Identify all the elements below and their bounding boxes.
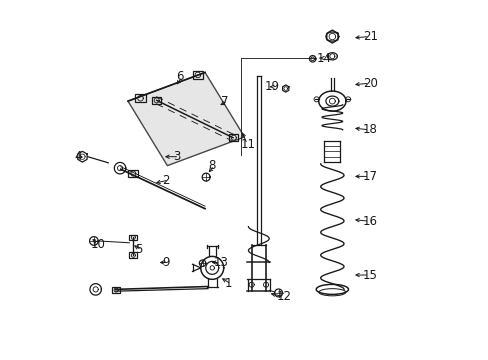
Text: 9: 9 xyxy=(162,256,169,269)
Text: 19: 19 xyxy=(264,80,279,93)
Bar xyxy=(228,134,238,141)
Bar xyxy=(129,252,137,258)
Text: 7: 7 xyxy=(221,95,228,108)
Text: 15: 15 xyxy=(362,269,377,282)
Bar xyxy=(135,94,145,102)
Bar xyxy=(112,287,120,293)
Text: 5: 5 xyxy=(135,243,142,256)
Bar xyxy=(129,234,137,240)
Text: 3: 3 xyxy=(172,150,180,163)
Text: 12: 12 xyxy=(276,290,291,303)
Text: 2: 2 xyxy=(162,174,169,186)
Text: 10: 10 xyxy=(91,238,106,251)
Polygon shape xyxy=(128,72,244,166)
Text: 21: 21 xyxy=(362,30,377,43)
Bar xyxy=(152,97,161,104)
Text: 11: 11 xyxy=(241,138,255,150)
Text: 16: 16 xyxy=(362,215,377,228)
Bar xyxy=(128,170,138,177)
Text: 1: 1 xyxy=(224,278,232,291)
Text: 13: 13 xyxy=(214,256,228,269)
Text: 18: 18 xyxy=(362,123,377,136)
Text: 20: 20 xyxy=(362,77,377,90)
Text: 6: 6 xyxy=(176,70,183,83)
Text: 14: 14 xyxy=(316,51,330,64)
Text: 4: 4 xyxy=(74,150,81,163)
Text: 8: 8 xyxy=(207,159,215,172)
Text: 17: 17 xyxy=(362,170,377,183)
Bar xyxy=(192,71,203,79)
